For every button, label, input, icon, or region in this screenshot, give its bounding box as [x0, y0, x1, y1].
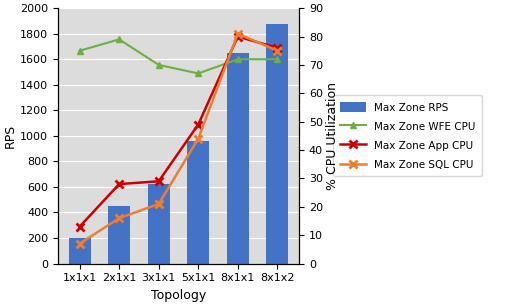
Max Zone WFE CPU [156, 63, 162, 67]
Max Zone SQL CPU [274, 49, 281, 53]
Max Zone WFE CPU [77, 49, 83, 53]
X-axis label: Topology: Topology [151, 289, 206, 302]
Max Zone SQL CPU [116, 216, 122, 220]
Line: Max Zone App CPU: Max Zone App CPU [76, 32, 282, 231]
Max Zone WFE CPU [195, 72, 201, 75]
Bar [108, 206, 130, 263]
Max Zone App CPU [195, 123, 201, 126]
Max Zone SQL CPU [235, 32, 241, 35]
Max Zone App CPU [274, 46, 281, 50]
Max Zone App CPU [156, 179, 162, 183]
Max Zone WFE CPU [116, 38, 122, 41]
Y-axis label: RPS: RPS [4, 124, 17, 148]
Max Zone App CPU [77, 225, 83, 229]
Line: Max Zone WFE CPU: Max Zone WFE CPU [76, 36, 281, 77]
Legend: Max Zone RPS, Max Zone WFE CPU, Max Zone App CPU, Max Zone SQL CPU: Max Zone RPS, Max Zone WFE CPU, Max Zone… [333, 95, 482, 176]
Max Zone WFE CPU [235, 58, 241, 61]
Max Zone App CPU [116, 182, 122, 186]
Max Zone SQL CPU [195, 137, 201, 140]
Max Zone SQL CPU [77, 242, 83, 245]
Bar [69, 238, 91, 263]
Max Zone WFE CPU [274, 58, 281, 61]
Max Zone SQL CPU [156, 202, 162, 206]
Line: Max Zone SQL CPU: Max Zone SQL CPU [76, 30, 282, 248]
Y-axis label: % CPU Utilization: % CPU Utilization [326, 82, 339, 190]
Bar [266, 24, 288, 263]
Bar [148, 185, 169, 263]
Max Zone App CPU [235, 35, 241, 38]
Bar [187, 141, 209, 263]
Bar [227, 53, 249, 263]
